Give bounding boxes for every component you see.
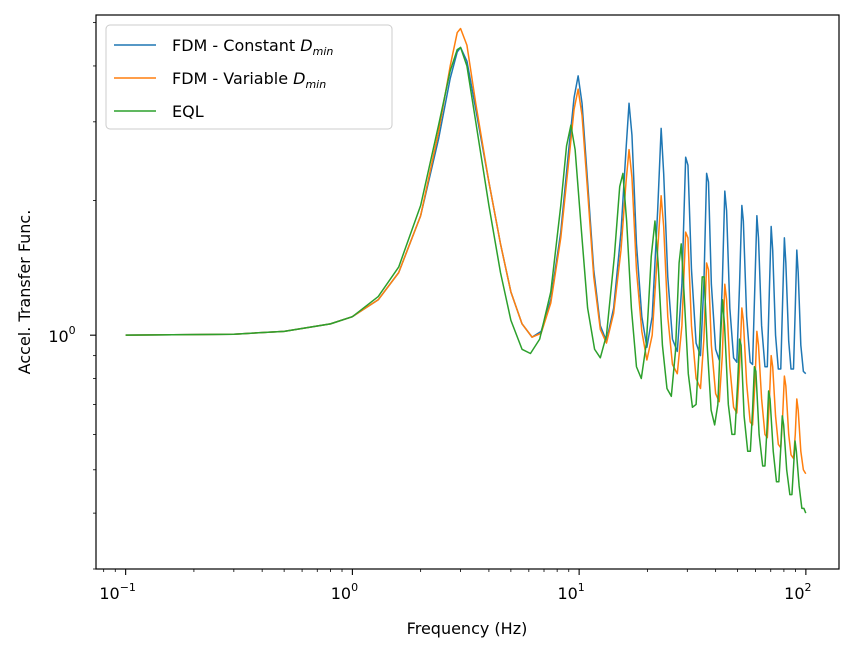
series-layer bbox=[125, 27, 807, 514]
legend-label-main: FDM - Variable bbox=[172, 69, 293, 88]
y-tick-base: 10 bbox=[48, 327, 68, 346]
y-axis: 100 bbox=[48, 22, 96, 570]
x-tick-base: 10 bbox=[99, 584, 119, 603]
legend-label-italic: D bbox=[293, 69, 305, 88]
y-axis-label: Accel. Transfer Func. bbox=[15, 210, 34, 375]
y-tick-exponent: 0 bbox=[69, 324, 76, 337]
x-tick-label: 102 bbox=[784, 581, 811, 603]
x-tick-base: 10 bbox=[784, 584, 804, 603]
legend-label-main: EQL bbox=[172, 102, 204, 121]
x-tick-exponent: −1 bbox=[120, 581, 136, 594]
x-axis: 10−1 100 101 102 bbox=[99, 569, 812, 603]
x-tick-label: 10−1 bbox=[99, 581, 136, 603]
x-tick-base: 10 bbox=[331, 584, 351, 603]
x-tick-label: 101 bbox=[557, 581, 584, 603]
x-tick-base: 10 bbox=[557, 584, 577, 603]
legend-label-subscript: min bbox=[313, 45, 334, 58]
x-tick-exponent: 2 bbox=[805, 581, 812, 594]
x-tick-label: 100 bbox=[331, 581, 358, 603]
series-line-1 bbox=[125, 27, 807, 475]
legend-box bbox=[105, 24, 393, 130]
legend-label-italic: D bbox=[300, 36, 312, 55]
plot-frame bbox=[95, 14, 840, 570]
series-line-2 bbox=[125, 46, 807, 514]
legend-label-2: EQL bbox=[172, 102, 204, 121]
y-tick-label: 100 bbox=[48, 324, 75, 346]
x-tick-exponent: 1 bbox=[578, 581, 585, 594]
x-tick-exponent: 0 bbox=[351, 581, 358, 594]
legend-label-0: FDM - Constant Dmin bbox=[172, 36, 333, 58]
x-axis-label: Frequency (Hz) bbox=[407, 619, 528, 638]
legend-label-main: FDM - Constant bbox=[172, 36, 300, 55]
legend-label-1: FDM - Variable Dmin bbox=[172, 69, 326, 91]
legend-label-subscript: min bbox=[305, 78, 326, 91]
